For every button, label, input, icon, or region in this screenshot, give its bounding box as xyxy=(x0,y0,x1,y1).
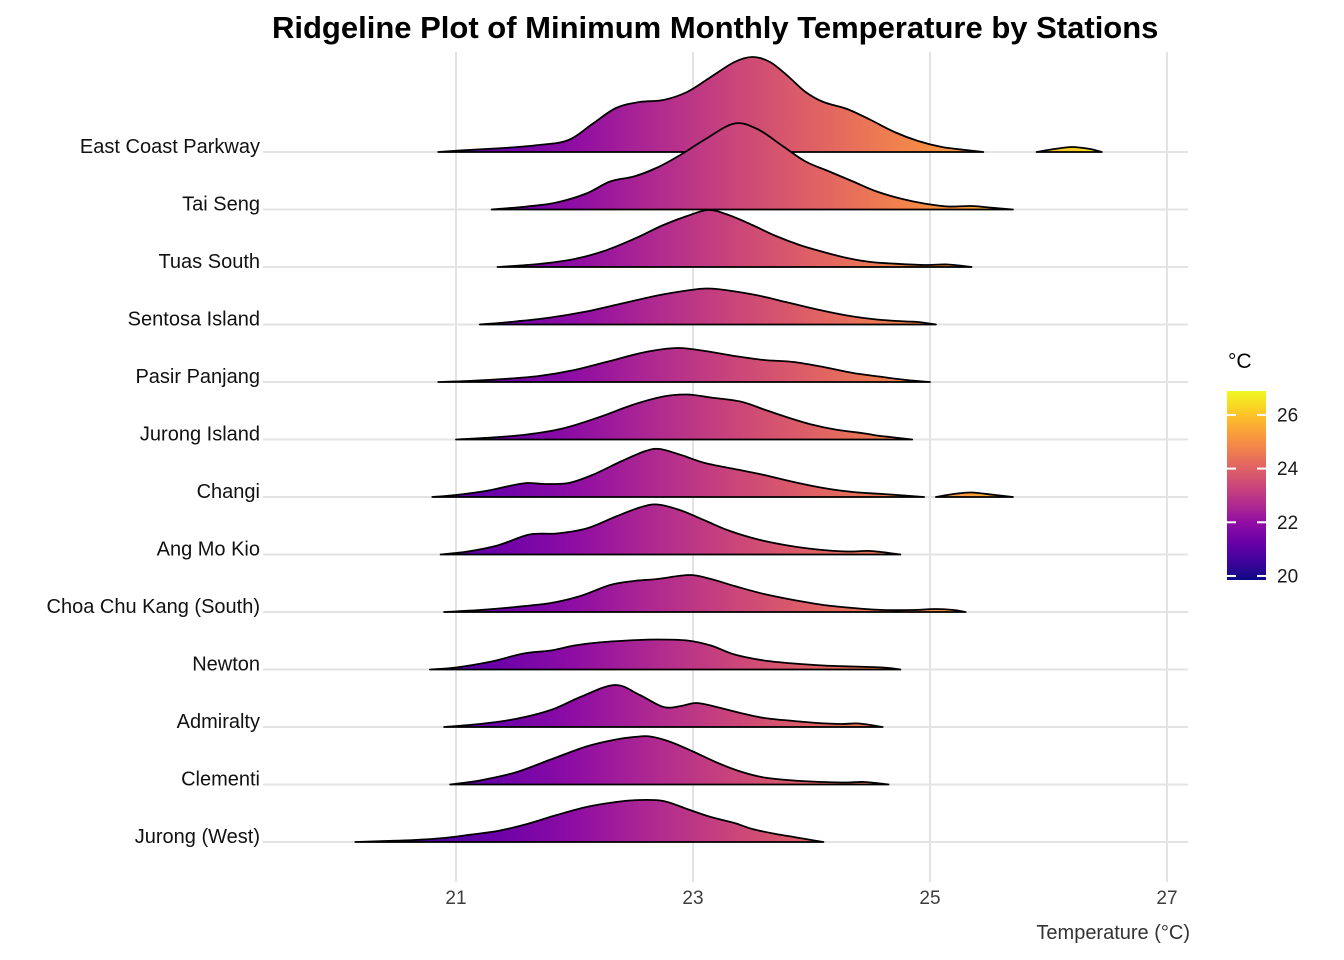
legend-label-22: 22 xyxy=(1277,513,1298,534)
y-label-pasir-panjang: Pasir Panjang xyxy=(135,366,260,388)
x-tick-27: 27 xyxy=(1156,888,1177,909)
legend-colorbar: °C 26 24 22 20 xyxy=(1227,350,1299,587)
y-label-choa-chu-kang-south: Choa Chu Kang (South) xyxy=(47,596,260,618)
ridge-tuas-south xyxy=(496,209,973,268)
ridge-choa-chu-kang-south xyxy=(443,574,967,613)
x-tick-23: 23 xyxy=(682,888,703,909)
ridge-tai-seng xyxy=(490,122,1014,211)
ridge-changi-outlier xyxy=(935,491,1014,498)
ridge-east-coast-parkway xyxy=(437,56,985,153)
ridge-pasir-panjang xyxy=(437,347,931,383)
y-label-tai-seng: Tai Seng xyxy=(182,194,260,216)
ridge-newton xyxy=(429,638,902,671)
y-label-jurong-island: Jurong Island xyxy=(140,424,260,446)
ridge-jurong-west xyxy=(354,798,825,843)
legend-label-20: 20 xyxy=(1277,566,1298,587)
y-label-ang-mo-kio: Ang Mo Kio xyxy=(157,539,260,561)
x-axis: 21 23 25 27 Temperature (°C) xyxy=(445,888,1190,944)
ridge-admiralty xyxy=(443,684,884,728)
y-label-changi: Changi xyxy=(197,481,260,503)
y-label-sentosa-island: Sentosa Island xyxy=(128,309,260,331)
x-tick-25: 25 xyxy=(919,888,940,909)
legend-gradient-bar xyxy=(1227,391,1266,580)
chart-title: Ridgeline Plot of Minimum Monthly Temper… xyxy=(272,10,1159,45)
y-label-clementi: Clementi xyxy=(181,769,260,791)
legend-label-24: 24 xyxy=(1277,459,1299,480)
y-label-admiralty: Admiralty xyxy=(177,711,260,733)
y-label-newton: Newton xyxy=(192,654,260,676)
legend-label-26: 26 xyxy=(1277,405,1298,426)
y-label-east-coast-parkway: East Coast Parkway xyxy=(80,136,260,158)
ridge-clementi xyxy=(449,735,890,786)
legend-title: °C xyxy=(1228,350,1252,373)
y-label-jurong-west: Jurong (West) xyxy=(135,826,260,848)
y-label-tuas-south: Tuas South xyxy=(158,251,260,273)
x-axis-title: Temperature (°C) xyxy=(1036,922,1190,944)
ridge-sentosa-island xyxy=(478,287,937,326)
x-tick-21: 21 xyxy=(445,888,466,909)
ridge-changi xyxy=(431,447,925,498)
ridge-jurong-island xyxy=(455,393,914,441)
ridges xyxy=(354,56,1103,843)
y-axis-labels: East Coast Parkway Tai Seng Tuas South Sent… xyxy=(47,136,260,848)
ridge-ang-mo-kio xyxy=(439,503,902,556)
ridge-east-coast-parkway-outlier xyxy=(1035,146,1103,153)
